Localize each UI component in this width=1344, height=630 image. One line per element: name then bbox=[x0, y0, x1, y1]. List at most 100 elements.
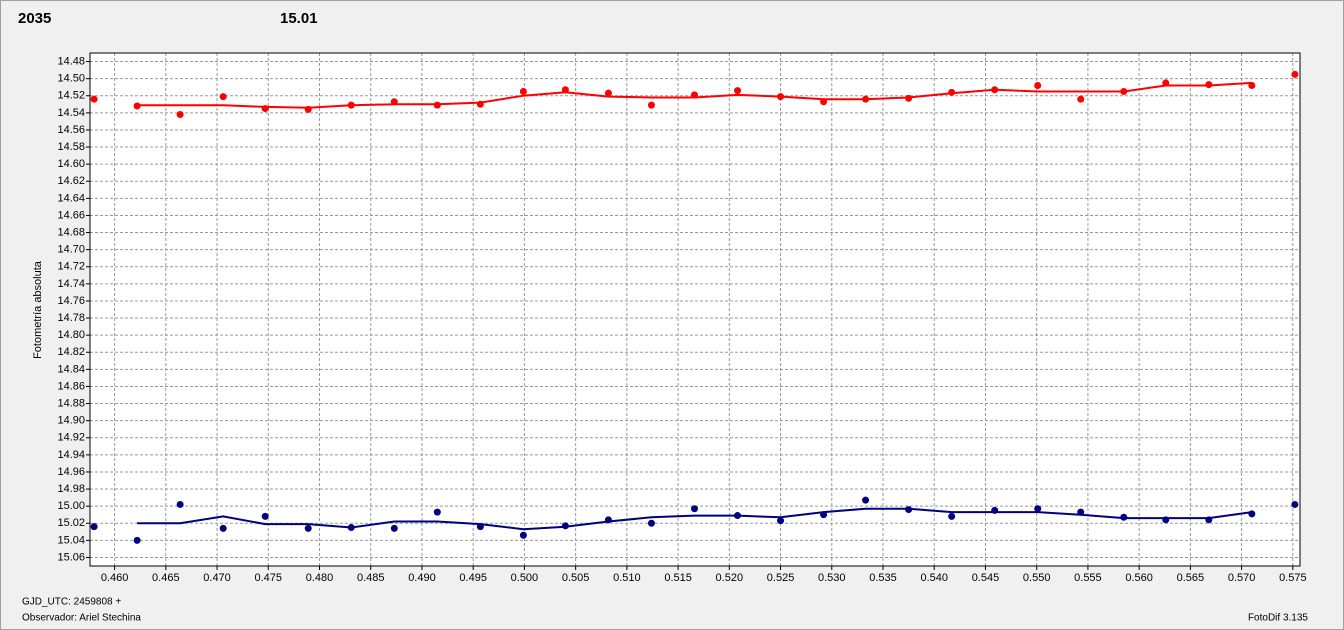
data-point bbox=[1291, 70, 1299, 78]
data-point bbox=[1034, 81, 1042, 89]
data-point bbox=[604, 516, 612, 524]
data-point bbox=[862, 95, 870, 103]
y-tick-label: 15.00 bbox=[57, 500, 85, 512]
data-point bbox=[991, 86, 999, 94]
x-tick-label: 0.475 bbox=[255, 572, 283, 584]
x-tick-label: 0.490 bbox=[408, 572, 436, 584]
y-tick-label: 14.80 bbox=[57, 329, 85, 341]
data-point bbox=[1120, 513, 1128, 521]
y-tick-label: 14.58 bbox=[57, 141, 85, 153]
y-tick-label: 14.50 bbox=[57, 73, 85, 85]
y-tick-label: 14.88 bbox=[57, 397, 85, 409]
x-tick-label: 0.520 bbox=[716, 572, 744, 584]
data-point bbox=[1248, 510, 1256, 518]
x-tick-label: 0.525 bbox=[767, 572, 795, 584]
data-point bbox=[519, 531, 527, 539]
data-point bbox=[991, 506, 999, 514]
data-point bbox=[390, 524, 398, 532]
y-tick-label: 14.54 bbox=[57, 107, 85, 119]
data-point bbox=[948, 88, 956, 96]
data-point bbox=[561, 522, 569, 530]
x-tick-label: 0.495 bbox=[459, 572, 487, 584]
y-tick-label: 14.82 bbox=[57, 346, 85, 358]
data-point bbox=[433, 101, 441, 109]
footer-text: Observador: Ariel Stechina bbox=[22, 613, 141, 624]
y-tick-label: 14.70 bbox=[57, 244, 85, 256]
x-tick-label: 0.460 bbox=[101, 572, 129, 584]
data-point bbox=[647, 519, 655, 527]
x-tick-label: 0.530 bbox=[818, 572, 846, 584]
data-point bbox=[519, 87, 527, 95]
data-point bbox=[219, 524, 227, 532]
y-tick-label: 14.94 bbox=[57, 449, 85, 461]
data-point bbox=[347, 524, 355, 532]
x-tick-label: 0.575 bbox=[1279, 572, 1307, 584]
x-tick-label: 0.465 bbox=[152, 572, 180, 584]
data-point bbox=[176, 111, 184, 119]
y-tick-label: 14.66 bbox=[57, 209, 85, 221]
y-tick-label: 14.86 bbox=[57, 380, 85, 392]
y-tick-label: 14.96 bbox=[57, 466, 85, 478]
data-point bbox=[1162, 516, 1170, 524]
data-point bbox=[90, 523, 98, 531]
y-tick-label: 14.56 bbox=[57, 124, 85, 136]
x-tick-label: 0.470 bbox=[203, 572, 231, 584]
data-point bbox=[1248, 81, 1256, 89]
data-point bbox=[1120, 87, 1128, 95]
legend-entry: 15.01 bbox=[280, 10, 318, 27]
data-point bbox=[304, 524, 312, 532]
data-point bbox=[820, 511, 828, 519]
data-point bbox=[862, 496, 870, 504]
footer-text: FotoDif 3.135 bbox=[1248, 613, 1308, 624]
y-tick-label: 14.52 bbox=[57, 90, 85, 102]
data-point bbox=[90, 95, 98, 103]
data-point bbox=[905, 506, 913, 514]
y-tick-label: 14.68 bbox=[57, 226, 85, 238]
x-tick-label: 0.500 bbox=[511, 572, 539, 584]
y-tick-label: 15.02 bbox=[57, 517, 85, 529]
data-point bbox=[1077, 508, 1085, 516]
x-tick-label: 0.505 bbox=[562, 572, 590, 584]
data-point bbox=[261, 105, 269, 113]
data-point bbox=[905, 94, 913, 102]
data-point bbox=[219, 93, 227, 101]
legend-entry: 2035 bbox=[18, 10, 51, 27]
y-tick-label: 14.72 bbox=[57, 261, 85, 273]
data-point bbox=[561, 86, 569, 94]
data-point bbox=[690, 91, 698, 99]
y-tick-label: 14.60 bbox=[57, 158, 85, 170]
data-point bbox=[948, 512, 956, 520]
data-point bbox=[1205, 81, 1213, 89]
x-tick-label: 0.570 bbox=[1228, 572, 1256, 584]
y-tick-label: 14.76 bbox=[57, 295, 85, 307]
x-tick-label: 0.545 bbox=[972, 572, 1000, 584]
y-tick-label: 14.78 bbox=[57, 312, 85, 324]
data-point bbox=[433, 508, 441, 516]
footer-text: GJD_UTC: 2459808 + bbox=[22, 597, 121, 608]
y-axis-label: Fotometría absoluta bbox=[32, 260, 44, 359]
data-point bbox=[347, 101, 355, 109]
data-point bbox=[133, 102, 141, 110]
y-tick-label: 14.92 bbox=[57, 432, 85, 444]
y-tick-label: 14.62 bbox=[57, 175, 85, 187]
y-tick-label: 14.74 bbox=[57, 278, 85, 290]
data-point bbox=[1291, 500, 1299, 508]
x-tick-label: 0.515 bbox=[664, 572, 692, 584]
y-tick-label: 14.98 bbox=[57, 483, 85, 495]
x-tick-label: 0.485 bbox=[357, 572, 385, 584]
y-tick-label: 14.84 bbox=[57, 363, 85, 375]
data-point bbox=[133, 536, 141, 544]
data-point bbox=[820, 98, 828, 106]
x-tick-label: 0.540 bbox=[920, 572, 948, 584]
data-point bbox=[777, 93, 785, 101]
data-point bbox=[734, 87, 742, 95]
data-point bbox=[777, 517, 785, 525]
x-tick-label: 0.565 bbox=[1177, 572, 1205, 584]
data-point bbox=[647, 101, 655, 109]
data-point bbox=[261, 512, 269, 520]
data-point bbox=[690, 505, 698, 513]
data-point bbox=[304, 105, 312, 113]
data-point bbox=[604, 89, 612, 97]
data-point bbox=[1077, 95, 1085, 103]
